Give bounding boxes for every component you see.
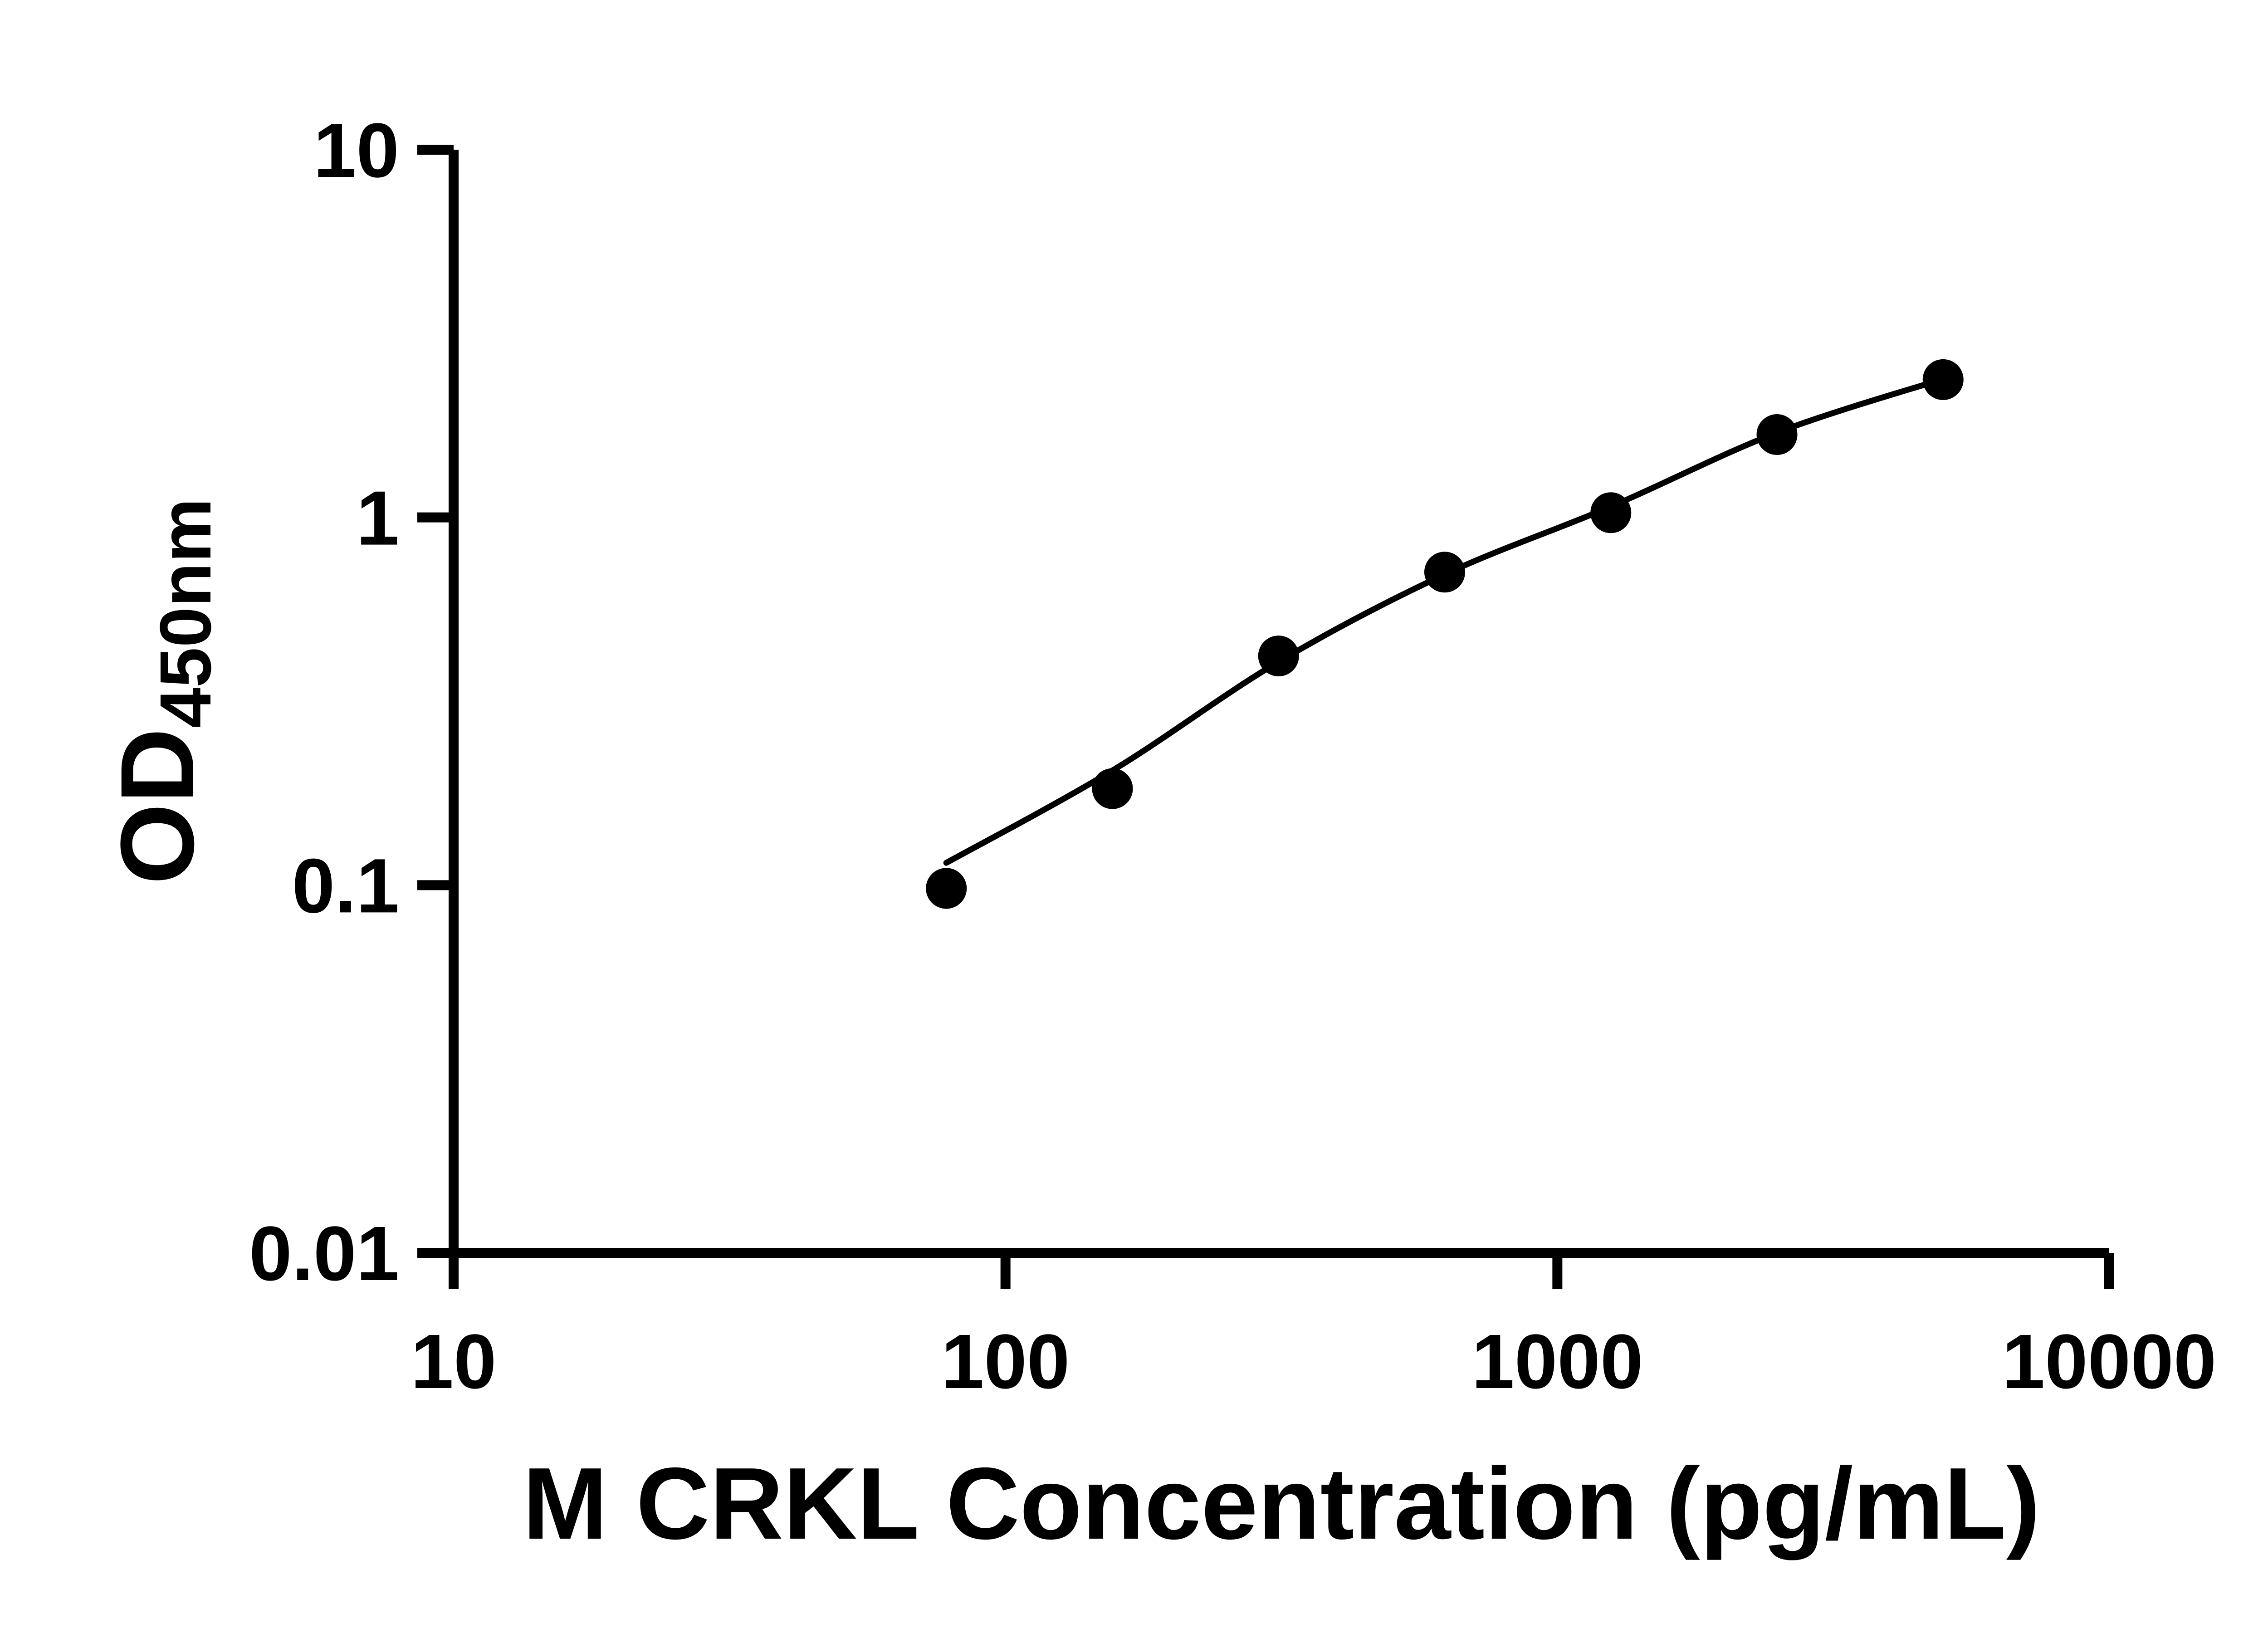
y-axis-tick-label: 10: [313, 108, 399, 194]
y-axis-title-subscript: 450nm: [145, 498, 226, 728]
x-axis-tick-label: 10000: [2002, 1319, 2217, 1405]
data-point: [1922, 359, 1964, 400]
data-point: [1258, 636, 1299, 677]
y-axis-title: OD450nm: [98, 498, 227, 885]
data-point: [1424, 552, 1465, 593]
y-axis-tick-label: 0.01: [249, 1211, 399, 1297]
data-point: [926, 868, 967, 909]
x-axis-tick-label: 10: [411, 1319, 496, 1405]
data-point: [1092, 768, 1133, 809]
y-axis-tick-label: 1: [356, 475, 399, 562]
x-axis-title: M CRKL Concentration (pg/mL): [523, 1446, 2040, 1560]
y-axis-title-main: OD: [99, 728, 215, 885]
x-axis-tick-label: 100: [941, 1319, 1070, 1405]
y-axis-tick-label: 0.1: [292, 843, 399, 929]
x-axis-tick-label: 1000: [1471, 1319, 1643, 1405]
data-point: [1756, 414, 1798, 455]
data-point: [1590, 492, 1632, 533]
